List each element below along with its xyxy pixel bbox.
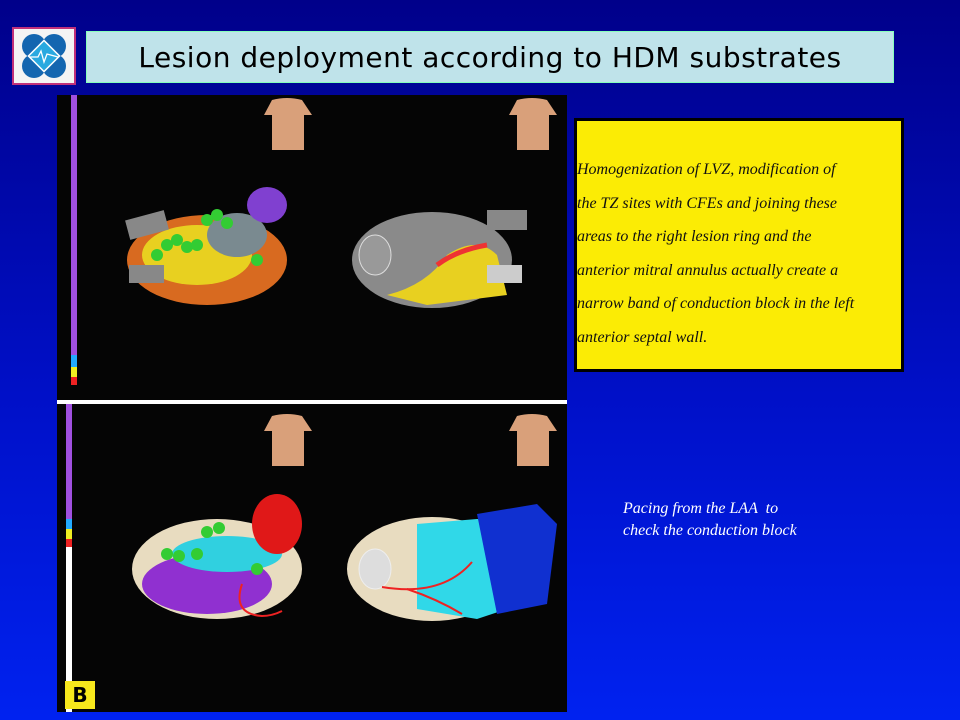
activation-map-image [57,404,567,712]
slide-title: Lesion deployment according to HDM subst… [138,40,842,74]
description-box: Homogenization of LVZ, modification of t… [574,118,904,372]
description-line: anterior septal wall. [577,328,708,346]
panel-label-badge: B [65,681,95,709]
description-line: the TZ sites with CFEs and joining these [577,194,838,212]
pacing-line: Pacing from the LAA to [623,500,779,517]
description-line: narrow band of conduction block in the l… [577,295,855,312]
title-bar: Lesion deployment according to HDM subst… [86,31,894,83]
image-separator [57,400,567,404]
pacing-caption: Pacing from the LAA to check the conduct… [623,498,797,542]
description-line: Homogenization of LVZ, modification of [577,161,836,178]
description-line: anterior mitral annulus actually create … [577,261,839,279]
heart-monitor-logo-icon [22,34,66,78]
pacing-line: check the conduction block [623,522,797,539]
description-line: areas to the right lesion ring and the [577,228,812,245]
logo [12,27,76,85]
voltage-map-image [57,95,567,400]
